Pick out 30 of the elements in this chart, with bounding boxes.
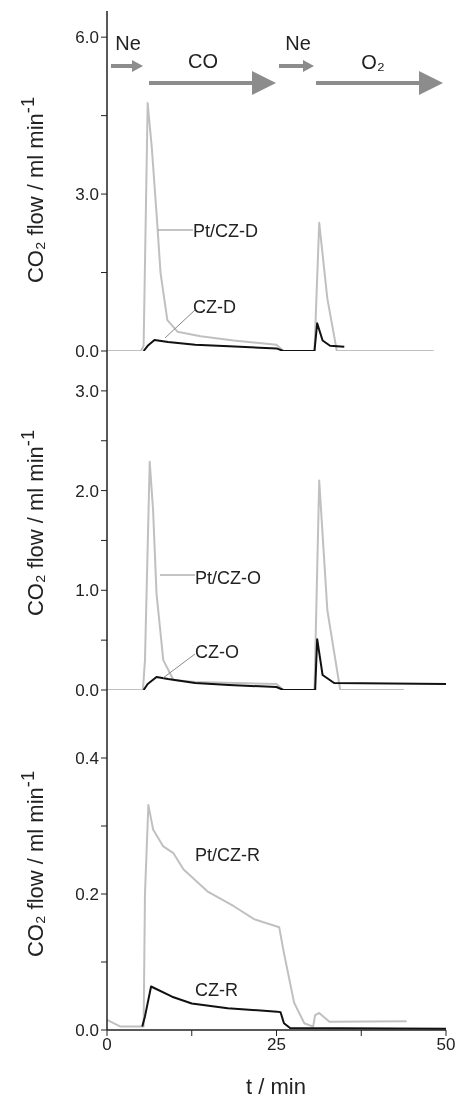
- line-series: [107, 803, 408, 1028]
- line-series: [107, 102, 435, 351]
- y-tick-label: 0.0: [75, 681, 99, 701]
- line-series: [141, 985, 446, 1030]
- series-label: CZ-D: [193, 296, 236, 318]
- y-tick-label: 0.4: [75, 749, 99, 769]
- y-tick-label: 0.2: [75, 885, 99, 905]
- x-tick-label: 0: [102, 1035, 112, 1055]
- y-tick-label: 0.0: [75, 1021, 99, 1041]
- text: Pt/CZ-O: [195, 567, 261, 589]
- x-axis-title: t / min: [246, 1074, 306, 1100]
- y-tick-label: 0.0: [75, 342, 99, 362]
- series-label: CZ-R: [195, 979, 238, 1001]
- y-tick-label: 1.0: [75, 581, 99, 601]
- annotation: CO: [188, 49, 218, 73]
- x-tick-label: 50: [436, 1035, 456, 1055]
- annotation: Ne: [115, 31, 141, 55]
- x-tick-label: 25: [267, 1035, 286, 1055]
- annotation: Ne: [285, 31, 311, 55]
- series-label: CZ-O: [195, 641, 239, 663]
- line-series: [107, 460, 405, 690]
- y-tick-label: 3.0: [75, 185, 99, 205]
- annotation: O₂: [361, 50, 385, 74]
- series-label: Pt/CZ-R: [195, 844, 260, 866]
- y-tick-label: 6.0: [75, 28, 99, 48]
- series-label: Pt/CZ-D: [193, 220, 258, 242]
- y-tick-label: 2.0: [75, 481, 99, 501]
- y-tick-label: 3.0: [75, 381, 99, 401]
- line-series: [142, 322, 346, 351]
- line-series: [142, 638, 446, 690]
